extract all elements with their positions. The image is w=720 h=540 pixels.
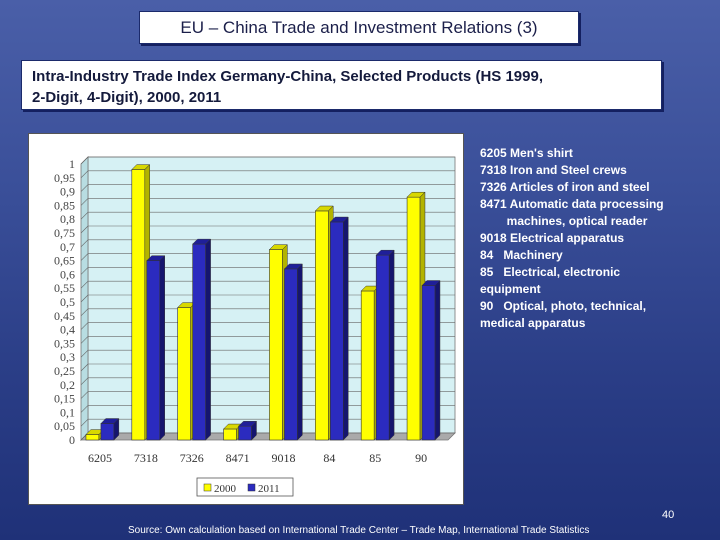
subtitle-line-2: 2-Digit, 4-Digit), 2000, 2011 (32, 89, 222, 106)
y-tick-label: 0,85 (54, 198, 75, 212)
subtitle-line-1: Intra-Industry Trade Index Germany-China… (32, 68, 543, 85)
gridline-side (80, 363, 89, 372)
gridline-side (80, 377, 89, 386)
y-tick-label: 0,95 (54, 171, 75, 185)
gridline-side (80, 253, 89, 261)
page-number: 40 (662, 509, 675, 521)
y-tick-label: 0,8 (60, 212, 75, 226)
slide-title: EU – China Trade and Investment Relation… (139, 11, 579, 44)
chart-subtitle: Intra-Industry Trade Index Germany-China… (21, 60, 662, 110)
x-tick-label: 6205 (88, 451, 112, 465)
gridline-side (80, 156, 89, 165)
x-tick-label: 84 (323, 451, 335, 465)
y-tick-label: 0,35 (54, 336, 75, 350)
product-legend-item: 8471 Automatic data processing (480, 197, 664, 211)
bar-2011 (146, 260, 161, 441)
y-tick-label: 0,7 (60, 240, 75, 254)
bar-side-2011 (113, 417, 120, 441)
gridline-side (80, 418, 89, 427)
y-tick-label: 0,2 (60, 378, 75, 392)
product-legend-item: medical apparatus (480, 316, 586, 330)
bar-2000 (269, 249, 283, 441)
product-code-legend: 6205 Men's shirt 7318 Iron and Steel crew… (480, 145, 710, 332)
bar-side-2011 (388, 249, 395, 441)
product-legend-item: 9018 Electrical apparatus (480, 231, 625, 245)
gridline-side (80, 280, 89, 289)
bar-side-2011 (343, 216, 349, 441)
y-tick-label: 0,1 (60, 405, 75, 419)
bar-side-2011 (251, 420, 257, 441)
bar-2011 (238, 425, 252, 441)
bar-2011 (330, 221, 344, 441)
product-legend-item: 6205 Men's shirt (480, 146, 573, 160)
gridline-side (80, 198, 89, 206)
x-tick-label: 8471 (226, 451, 250, 465)
x-tick-label: 90 (415, 451, 427, 465)
y-tick-label: 0,05 (54, 419, 75, 433)
y-tick-label: 0,25 (54, 364, 75, 378)
y-tick-label: 0,3 (60, 350, 75, 364)
gridline-side (80, 405, 89, 413)
bar-2000 (85, 434, 100, 441)
bar-side-2011 (297, 263, 303, 441)
legend-label-2011: 2011 (258, 483, 280, 495)
gridline-side (80, 294, 89, 303)
bar-2000 (406, 196, 421, 441)
bar-2011 (192, 243, 206, 441)
gridline-side (80, 308, 89, 317)
gridline-side (80, 349, 89, 358)
product-legend-item: 85 Electrical, electronic (480, 265, 621, 279)
bar-2000 (177, 307, 191, 441)
legend-label-2000: 2000 (214, 483, 237, 495)
gridline-side (80, 170, 89, 179)
gridline-side (80, 267, 89, 275)
bar-2000 (223, 428, 237, 441)
y-tick-label: 0,75 (54, 226, 75, 240)
bar-side-2011 (434, 279, 441, 441)
gridline-side (80, 336, 89, 344)
bar-side-2011 (205, 238, 211, 441)
product-legend-item: 7326 Articles of iron and steel (480, 180, 650, 194)
y-tick-label: 0,4 (60, 323, 75, 337)
y-tick-label: 0,15 (54, 392, 75, 406)
product-legend-item: machines, optical reader (480, 214, 648, 228)
x-tick-label: 7318 (134, 451, 158, 465)
gridline-side (80, 239, 89, 248)
y-tick-label: 0,45 (54, 309, 75, 323)
gridline-side (80, 391, 89, 399)
product-legend-item: 7318 Iron and Steel crews (480, 163, 627, 177)
y-tick-label: 0,55 (54, 281, 75, 295)
chart-legend-box (196, 477, 294, 497)
y-tick-label: 1 (69, 157, 75, 171)
gridline-side (80, 184, 89, 192)
bar-2011 (100, 423, 115, 441)
bar-2000 (131, 169, 146, 441)
product-legend-item: 90 Optical, photo, technical, (480, 299, 647, 313)
y-tick-label: 0,9 (60, 185, 75, 199)
bar-2011 (375, 254, 390, 441)
chart-panel: 0 0,05 0,1 0,15 0,2 0,25 0,3 0,35 0,4 0,45 0,5 0,55… (28, 133, 464, 505)
legend-swatch-2000 (203, 483, 212, 492)
x-tick-label: 85 (369, 451, 381, 465)
y-tick-label: 0,6 (60, 267, 75, 281)
product-legend-item: 84 Machinery (480, 248, 563, 262)
y-tick-label: 0,5 (60, 295, 75, 309)
gridline-side (80, 211, 89, 220)
bar-2000 (360, 290, 375, 441)
x-tick-label: 7326 (180, 451, 204, 465)
bar-2011 (284, 268, 298, 441)
y-tick-label: 0,65 (54, 254, 75, 268)
product-legend-item: equipment (480, 282, 541, 296)
bar-chart: 00,050,10,150,20,250,30,350,40,450,50,55… (54, 156, 456, 497)
legend-swatch-2011 (247, 483, 256, 492)
bar-2011 (421, 285, 436, 441)
gridline-side (80, 322, 89, 330)
y-tick-label: 0 (69, 433, 75, 447)
bar-side-2011 (159, 255, 165, 441)
source-note: Source: Own calculation based on Interna… (128, 525, 590, 536)
bar-2000 (315, 210, 329, 441)
x-tick-label: 9018 (271, 451, 295, 465)
gridline-side (80, 225, 89, 234)
